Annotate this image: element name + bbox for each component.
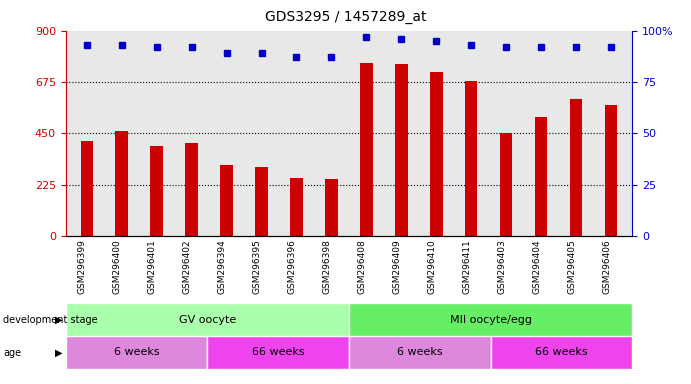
- Bar: [256, 167, 267, 236]
- Text: GSM296402: GSM296402: [182, 240, 191, 294]
- Text: GSM296395: GSM296395: [252, 240, 261, 295]
- Text: development stage: development stage: [3, 315, 98, 325]
- Text: GSM296399: GSM296399: [77, 240, 86, 295]
- Bar: [500, 134, 513, 236]
- Bar: [185, 142, 198, 236]
- Bar: [220, 166, 233, 236]
- Text: GSM296405: GSM296405: [567, 240, 576, 294]
- Bar: [395, 64, 408, 236]
- Bar: [66, 303, 349, 336]
- Bar: [115, 131, 128, 236]
- Bar: [491, 336, 632, 369]
- Bar: [536, 118, 547, 236]
- Bar: [430, 72, 442, 236]
- Text: GSM296400: GSM296400: [113, 240, 122, 294]
- Bar: [605, 105, 617, 236]
- Text: 6 weeks: 6 weeks: [113, 347, 160, 358]
- Text: GV oocyte: GV oocyte: [179, 314, 236, 325]
- Text: GSM296404: GSM296404: [532, 240, 541, 294]
- Text: 66 weeks: 66 weeks: [252, 347, 305, 358]
- Text: GSM296408: GSM296408: [357, 240, 366, 294]
- Bar: [207, 336, 349, 369]
- Text: age: age: [3, 348, 21, 358]
- Text: 66 weeks: 66 weeks: [535, 347, 588, 358]
- Text: GDS3295 / 1457289_at: GDS3295 / 1457289_at: [265, 10, 426, 23]
- Text: 6 weeks: 6 weeks: [397, 347, 443, 358]
- Bar: [465, 81, 477, 236]
- Text: GSM296410: GSM296410: [428, 240, 437, 294]
- Text: GSM296396: GSM296396: [287, 240, 296, 295]
- Bar: [360, 63, 372, 236]
- Text: GSM296406: GSM296406: [603, 240, 612, 294]
- Bar: [66, 336, 207, 369]
- Bar: [349, 303, 632, 336]
- Text: GSM296398: GSM296398: [323, 240, 332, 295]
- Text: MII oocyte/egg: MII oocyte/egg: [450, 314, 531, 325]
- Bar: [151, 146, 162, 236]
- Bar: [81, 141, 93, 236]
- Text: ▶: ▶: [55, 348, 62, 358]
- Text: GSM296403: GSM296403: [498, 240, 507, 294]
- Text: ▶: ▶: [55, 315, 62, 325]
- Text: GSM296409: GSM296409: [392, 240, 401, 294]
- Text: GSM296401: GSM296401: [148, 240, 157, 294]
- Bar: [570, 99, 583, 236]
- Text: GSM296411: GSM296411: [462, 240, 471, 294]
- Bar: [290, 178, 303, 236]
- Bar: [325, 179, 338, 236]
- Text: GSM296394: GSM296394: [218, 240, 227, 294]
- Bar: [349, 336, 491, 369]
